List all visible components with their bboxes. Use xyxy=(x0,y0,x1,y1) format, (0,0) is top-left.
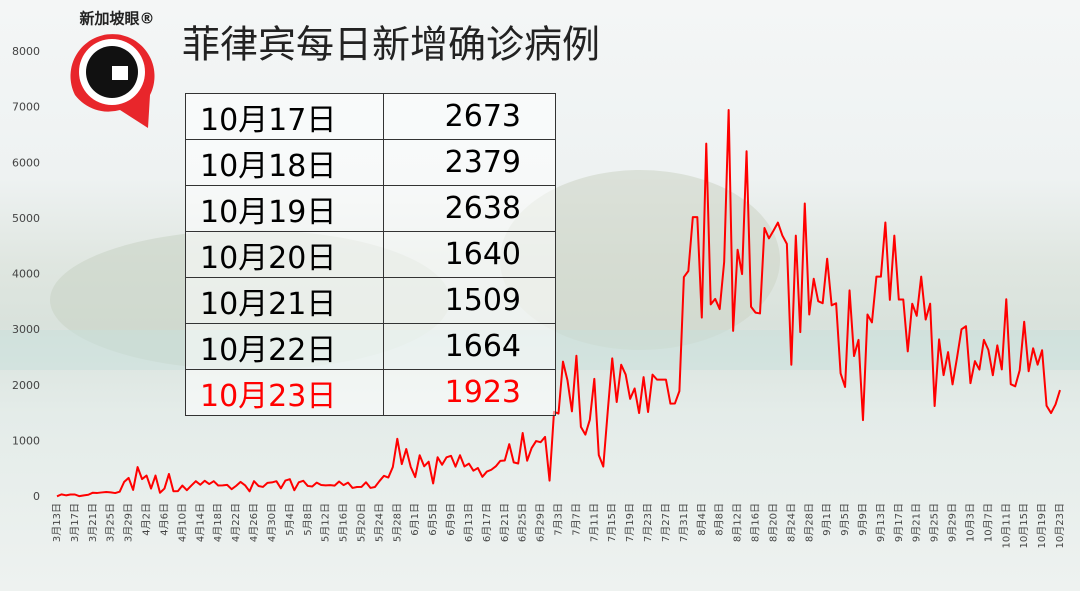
y-tick-label: 5000 xyxy=(12,212,40,225)
x-tick-label: 10月19日 xyxy=(1036,503,1048,548)
x-tick-label: 8月28日 xyxy=(803,503,815,542)
x-tick-label: 7月3日 xyxy=(553,503,565,536)
x-tick-label: 5月4日 xyxy=(284,503,296,536)
y-tick-label: 1000 xyxy=(12,434,40,447)
x-tick-label: 10月3日 xyxy=(964,503,976,542)
table-cell: 10月20日 xyxy=(185,231,384,278)
x-tick-label: 7月27日 xyxy=(660,503,672,542)
x-tick-label: 8月20日 xyxy=(767,503,779,542)
data-line xyxy=(56,108,1061,498)
x-tick-label: 4月14日 xyxy=(194,503,206,542)
y-tick-label: 0 xyxy=(33,490,40,503)
x-tick-label: 9月1日 xyxy=(821,503,833,536)
x-tick-label: 9月25日 xyxy=(929,503,941,542)
x-tick-label: 4月18日 xyxy=(212,503,224,542)
x-tick-label: 5月24日 xyxy=(373,503,385,542)
data-table: 10月17日 2673 10月18日 2379 10月19日 2638 10月20日 1640… xyxy=(185,93,556,416)
table-cell: 10月19日 xyxy=(185,185,384,232)
x-tick-label: 4月6日 xyxy=(158,503,170,536)
x-tick-label: 6月13日 xyxy=(463,503,475,542)
x-tick-label: 5月8日 xyxy=(302,503,314,536)
x-tick-label: 8月4日 xyxy=(696,503,708,536)
x-tick-label: 7月23日 xyxy=(642,503,654,542)
x-tick-label: 6月9日 xyxy=(445,503,457,536)
y-tick-label: 6000 xyxy=(12,156,40,169)
x-tick-label: 8月24日 xyxy=(785,503,797,542)
x-tick-label: 4月2日 xyxy=(141,503,153,536)
y-tick-label: 4000 xyxy=(12,268,40,281)
logo: 新加坡眼® xyxy=(70,10,155,128)
table-row: 10月18日 2379 xyxy=(185,139,556,186)
x-tick-label: 4月26日 xyxy=(248,503,260,542)
x-tick-label: 3月25日 xyxy=(105,503,117,542)
table-row: 10月17日 2673 xyxy=(185,93,556,140)
table-cell: 2379 xyxy=(383,139,556,186)
x-tick-label: 7月15日 xyxy=(606,503,618,542)
x-tick-label: 10月7日 xyxy=(982,503,994,542)
table-cell: 2673 xyxy=(383,93,556,140)
x-tick-label: 10月15日 xyxy=(1018,503,1030,548)
table-cell: 10月18日 xyxy=(185,139,384,186)
x-tick-label: 9月9日 xyxy=(857,503,869,536)
table-cell: 10月23日 xyxy=(185,369,384,416)
x-tick-label: 3月21日 xyxy=(87,503,99,542)
logo-text: 新加坡眼® xyxy=(79,10,154,28)
x-tick-label: 10月23日 xyxy=(1054,503,1066,548)
x-tick-label: 4月10日 xyxy=(176,503,188,542)
x-tick-label: 6月21日 xyxy=(499,503,511,542)
x-tick-label: 7月11日 xyxy=(588,503,600,542)
y-tick-label: 8000 xyxy=(12,45,40,58)
x-tick-label: 7月7日 xyxy=(570,503,582,536)
y-tick-label: 3000 xyxy=(12,323,40,336)
x-tick-label: 5月28日 xyxy=(391,503,403,542)
x-tick-label: 6月29日 xyxy=(535,503,547,542)
table-cell: 1640 xyxy=(383,231,556,278)
x-tick-label: 9月21日 xyxy=(911,503,923,542)
y-tick-label: 7000 xyxy=(12,101,40,114)
table-row: 10月21日 1509 xyxy=(185,277,556,324)
x-tick-label: 6月1日 xyxy=(409,503,421,536)
logo-shape xyxy=(112,66,128,80)
x-tick-label: 8月12日 xyxy=(732,503,744,542)
x-tick-label: 4月22日 xyxy=(230,503,242,542)
x-tick-label: 9月5日 xyxy=(839,503,851,536)
table-cell: 1664 xyxy=(383,323,556,370)
table-cell: 10月22日 xyxy=(185,323,384,370)
table-cell: 1509 xyxy=(383,277,556,324)
table-cell: 2638 xyxy=(383,185,556,232)
x-tick-label: 5月12日 xyxy=(320,503,332,542)
x-tick-label: 3月17日 xyxy=(69,503,81,542)
x-tick-label: 8月8日 xyxy=(714,503,726,536)
x-tick-label: 3月13日 xyxy=(51,503,63,542)
x-tick-label: 5月16日 xyxy=(338,503,350,542)
x-tick-label: 5月20日 xyxy=(355,503,367,542)
x-tick-label: 9月13日 xyxy=(875,503,887,542)
table-row: 10月20日 1640 xyxy=(185,231,556,278)
x-tick-label: 4月30日 xyxy=(266,503,278,542)
table-row: 10月23日 1923 xyxy=(185,369,556,416)
x-tick-label: 6月5日 xyxy=(427,503,439,536)
table-cell: 10月21日 xyxy=(185,277,384,324)
table-row: 10月19日 2638 xyxy=(185,185,556,232)
x-tick-label: 6月17日 xyxy=(481,503,493,542)
table-cell: 1923 xyxy=(383,369,556,416)
y-tick-label: 2000 xyxy=(12,379,40,392)
x-tick-label: 7月31日 xyxy=(678,503,690,542)
x-tick-label: 9月17日 xyxy=(893,503,905,542)
x-tick-label: 10月11日 xyxy=(1000,503,1012,548)
x-tick-label: 3月29日 xyxy=(123,503,135,542)
table-row: 10月22日 1664 xyxy=(185,323,556,370)
x-tick-label: 7月19日 xyxy=(624,503,636,542)
x-tick-label: 8月16日 xyxy=(750,503,762,542)
x-tick-label: 6月25日 xyxy=(517,503,529,542)
chart-title: 菲律宾每日新增确诊病例 xyxy=(182,23,600,67)
x-tick-label: 9月29日 xyxy=(947,503,959,542)
table-cell: 10月17日 xyxy=(185,93,384,140)
